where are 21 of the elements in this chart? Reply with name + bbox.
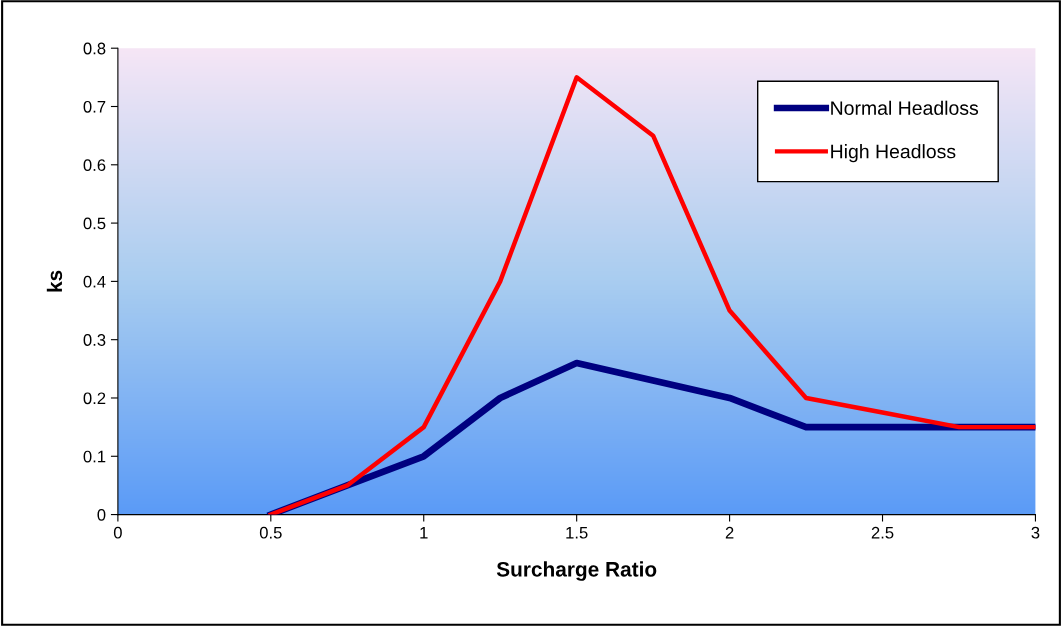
y-tick-label: 0.6 (83, 159, 106, 171)
x-tick-label: 0.5 (259, 526, 282, 539)
y-tick-label: 0.5 (83, 217, 106, 230)
legend-label: Normal Headloss (831, 100, 979, 115)
x-tick-label: 1 (420, 526, 428, 539)
y-tick-label: 0.1 (83, 450, 106, 463)
y-tick-label: 0.2 (83, 392, 106, 405)
legend-label: High Headloss (831, 144, 956, 163)
y-tick-label: 0.8 (83, 42, 106, 55)
line-series (268, 75, 1036, 515)
x-tick-label: 0 (113, 526, 122, 539)
y-tick-label: 0.7 (83, 100, 106, 113)
y-axis-title: ks (46, 270, 63, 292)
y-tick-label: 0.4 (83, 275, 106, 288)
x-tick-label: 2.5 (871, 526, 894, 539)
x-tick-label: 1.5 (566, 526, 588, 539)
x-tick-label: 2 (725, 526, 734, 539)
y-tick-label: 0 (97, 508, 106, 521)
x-tick-label: 3 (1031, 526, 1040, 539)
y-tick-label: 0.3 (83, 334, 106, 346)
x-axis-title: Surcharge Ratio (496, 561, 657, 581)
